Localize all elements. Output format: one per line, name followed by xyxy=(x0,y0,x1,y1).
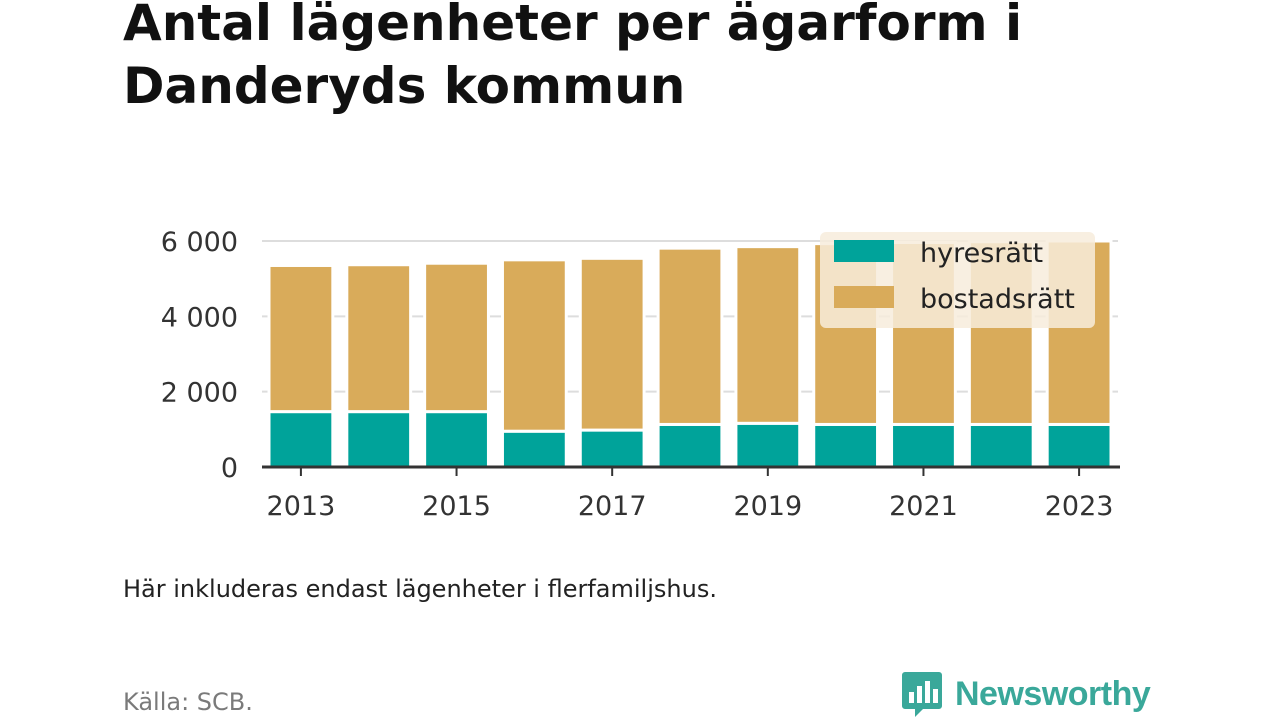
x-tick-label: 2023 xyxy=(1045,491,1114,522)
bar-bostadsratt xyxy=(267,263,335,414)
source-text: Källa: SCB. xyxy=(123,688,253,716)
newsworthy-logo-icon xyxy=(902,672,942,717)
chart-title: Antal lägenheter per ägarform i Danderyd… xyxy=(123,0,1023,115)
axes: 0 2 000 4 000 6 000 2013 2015 2017 2019 2021 2023 xyxy=(161,227,1120,522)
bar-bostadsratt xyxy=(734,245,802,425)
bar-hyresratt xyxy=(1045,422,1113,469)
legend: hyresrätt bostadsrätt xyxy=(820,232,1095,328)
y-tick-label: 6 000 xyxy=(161,227,238,258)
bar-hyresratt xyxy=(890,422,957,469)
bar-hyresratt xyxy=(967,422,1035,469)
bar-hyresratt xyxy=(656,422,724,469)
bar-hyresratt xyxy=(423,410,490,469)
x-tick-label: 2015 xyxy=(422,491,491,522)
y-tick-label: 0 xyxy=(221,453,238,484)
bar-hyresratt xyxy=(578,428,646,469)
x-tick-label: 2019 xyxy=(733,491,802,522)
x-tick-label: 2017 xyxy=(578,491,647,522)
brand-name: Newsworthy xyxy=(955,674,1151,713)
bar-bostadsratt xyxy=(578,256,646,432)
bars xyxy=(267,239,1113,469)
bar-bostadsratt xyxy=(656,246,724,426)
bar-bostadsratt xyxy=(500,258,568,433)
bar-hyresratt xyxy=(734,421,802,469)
x-tick-label: 2013 xyxy=(267,491,336,522)
stacked-bar-chart: 0 2 000 4 000 6 000 2013 2015 2017 2019 2021 2023… xyxy=(161,227,1120,522)
y-tick-label: 2 000 xyxy=(161,378,238,409)
bar-bostadsratt xyxy=(345,263,413,414)
legend-label: bostadsrätt xyxy=(920,284,1075,315)
bar-bostadsratt xyxy=(423,261,490,414)
legend-swatch-bostadsratt xyxy=(834,286,894,308)
newsworthy-logo: Newsworthy xyxy=(901,670,1151,718)
y-tick-label: 4 000 xyxy=(161,302,238,333)
bar-hyresratt xyxy=(267,410,335,469)
bar-hyresratt xyxy=(345,410,413,469)
x-tick-label: 2021 xyxy=(889,491,958,522)
legend-label: hyresrätt xyxy=(920,238,1043,269)
bar-hyresratt xyxy=(500,429,568,469)
bar-hyresratt xyxy=(812,422,880,469)
legend-swatch-hyresratt xyxy=(834,240,894,262)
chart-note: Här inkluderas endast lägenheter i flerf… xyxy=(123,575,717,603)
